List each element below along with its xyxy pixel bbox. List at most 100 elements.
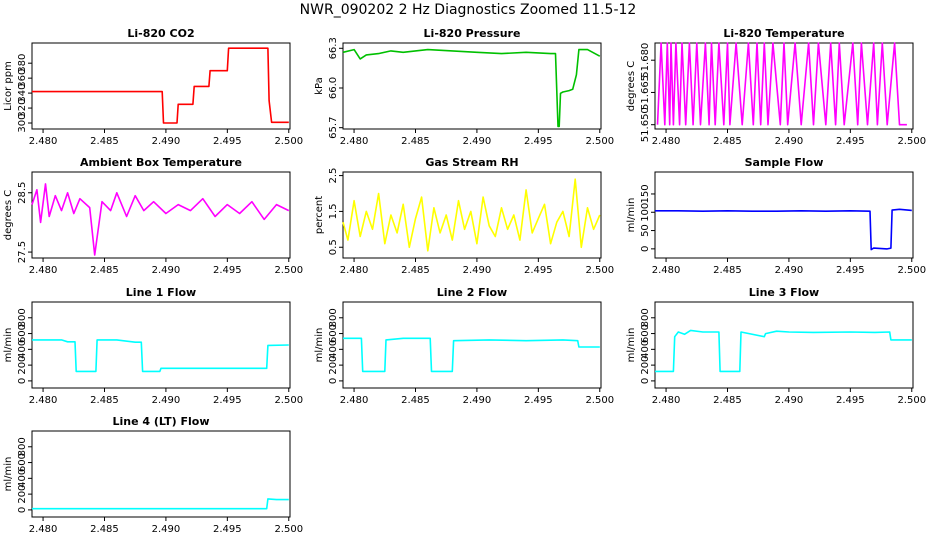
y-tick-label: 400 (640, 340, 651, 359)
x-tick-label: 2.500 (274, 524, 303, 535)
x-tick-label: 2.490 (152, 136, 181, 147)
series-line (32, 498, 289, 510)
y-tick-label: 100 (640, 203, 651, 222)
plot-frame (31, 42, 291, 130)
y-tick-label: 51.665 (640, 75, 651, 110)
y-tick-label: 0 (17, 507, 28, 513)
y-tick-label: 51.680 (640, 43, 651, 78)
series-line (342, 48, 601, 128)
x-tick-label: 2.490 (152, 265, 181, 276)
y-tick-label: 200 (640, 356, 651, 375)
plot-title: Gas Stream RH (425, 156, 518, 169)
plot-title: Sample Flow (745, 156, 824, 169)
y-tick-label: 65.7 (328, 117, 339, 139)
x-tick-label: 2.480 (29, 524, 58, 535)
y-tick-label: 380 (17, 54, 28, 73)
y-tick-label: 600 (640, 324, 651, 343)
plot-panel-7: Line 1 Flow 2.480 2.485 2.490 2.495 2.500 0 200… (3, 286, 303, 406)
y-tick-label: 0 (17, 378, 28, 384)
x-tick-label: 2.500 (585, 136, 614, 147)
y-tick-label: 0 (640, 246, 651, 252)
y-tick-label: 340 (17, 84, 28, 103)
x-tick-label: 2.495 (836, 265, 865, 276)
plot-panel-8: Line 2 Flow 2.480 2.485 2.490 2.495 2.500 0 200… (314, 286, 614, 406)
plot-frame (342, 171, 602, 259)
y-tick-label: 400 (17, 340, 28, 359)
x-tick-label: 2.480 (29, 265, 58, 276)
x-tick-label: 2.490 (463, 265, 492, 276)
x-tick-label: 2.500 (897, 395, 926, 406)
series-line (655, 329, 912, 373)
x-tick-label: 2.495 (213, 265, 242, 276)
plot-frame (342, 42, 602, 130)
y-tick-label: 50 (640, 224, 651, 237)
x-tick-label: 2.500 (897, 136, 926, 147)
x-tick-label: 2.495 (836, 395, 865, 406)
x-tick-label: 2.490 (463, 395, 492, 406)
x-tick-label: 2.485 (90, 524, 119, 535)
y-tick-label: 300 (17, 113, 28, 132)
x-tick-label: 2.500 (897, 265, 926, 276)
x-tick-label: 2.495 (524, 265, 553, 276)
plot-frame (31, 171, 291, 259)
plot-title: Li-820 Pressure (424, 27, 521, 40)
x-tick-label: 2.480 (652, 395, 681, 406)
y-tick-label: 2.5 (328, 168, 339, 184)
y-tick-label: 66.0 (328, 77, 339, 99)
x-tick-label: 2.500 (274, 395, 303, 406)
plot-title: Line 2 Flow (437, 286, 507, 299)
series-line (656, 42, 907, 126)
y-tick-label: 0.5 (328, 239, 339, 255)
plot-panel-4: Ambient Box Temperature 2.480 2.485 2.490 2.… (3, 156, 303, 276)
x-tick-label: 2.490 (152, 524, 181, 535)
y-tick-label: 1.5 (328, 203, 339, 219)
x-tick-label: 2.480 (340, 136, 369, 147)
plot-title: Line 3 Flow (749, 286, 819, 299)
plot-panel-1: Li-820 CO2 2.480 2.485 2.490 2.495 2.500 30032… (3, 27, 303, 147)
page-title: NWR_090202 2 Hz Diagnostics Zoomed 11.5-… (299, 2, 637, 18)
y-axis-label: ml/min (626, 198, 637, 233)
series-line (655, 208, 912, 251)
x-tick-label: 2.485 (713, 265, 742, 276)
plot-panel-6: Sample Flow 2.480 2.485 2.490 2.495 2.500 0 50 1… (626, 156, 926, 276)
y-tick-label: 0 (328, 378, 339, 384)
y-axis-label: ml/min (3, 457, 14, 492)
plot-panel-5: Gas Stream RH 2.480 2.485 2.490 2.495 2.500 0.… (314, 156, 614, 276)
y-tick-label: 0 (640, 378, 651, 384)
x-tick-label: 2.490 (152, 395, 181, 406)
series-line (31, 183, 290, 256)
x-tick-label: 2.485 (401, 265, 430, 276)
x-tick-label: 2.490 (775, 136, 804, 147)
plot-panel-10: Line 4 (LT) Flow 2.480 2.485 2.490 2.495 2.50… (3, 415, 303, 535)
y-tick-label: 200 (17, 356, 28, 375)
plot-title: Li-820 Temperature (723, 27, 844, 40)
x-tick-label: 2.490 (775, 395, 804, 406)
y-tick-label: 600 (328, 324, 339, 343)
x-tick-label: 2.495 (213, 524, 242, 535)
y-tick-label: 320 (17, 99, 28, 118)
y-axis-label: ml/min (3, 328, 14, 363)
plot-title: Li-820 CO2 (127, 27, 194, 40)
x-tick-label: 2.495 (213, 395, 242, 406)
x-tick-label: 2.500 (274, 136, 303, 147)
plot-frame (31, 430, 291, 518)
y-tick-label: 800 (17, 308, 28, 327)
plot-panel-3: Li-820 Temperature 2.480 2.485 2.490 2.495 2.… (626, 27, 926, 147)
y-tick-label: 28.5 (17, 182, 28, 204)
y-axis-label: ml/min (314, 328, 325, 363)
x-tick-label: 2.500 (585, 265, 614, 276)
x-tick-label: 2.495 (524, 395, 553, 406)
x-tick-label: 2.490 (463, 136, 492, 147)
x-tick-label: 2.480 (29, 136, 58, 147)
plot-title: Line 4 (LT) Flow (113, 415, 210, 428)
x-tick-label: 2.500 (274, 265, 303, 276)
y-tick-label: 360 (17, 69, 28, 88)
y-axis-label: degrees C (626, 61, 637, 111)
x-tick-label: 2.485 (401, 395, 430, 406)
x-tick-label: 2.480 (652, 136, 681, 147)
y-tick-label: 800 (640, 308, 651, 327)
x-tick-label: 2.480 (29, 395, 58, 406)
plot-title: Ambient Box Temperature (80, 156, 242, 169)
x-tick-label: 2.495 (836, 136, 865, 147)
